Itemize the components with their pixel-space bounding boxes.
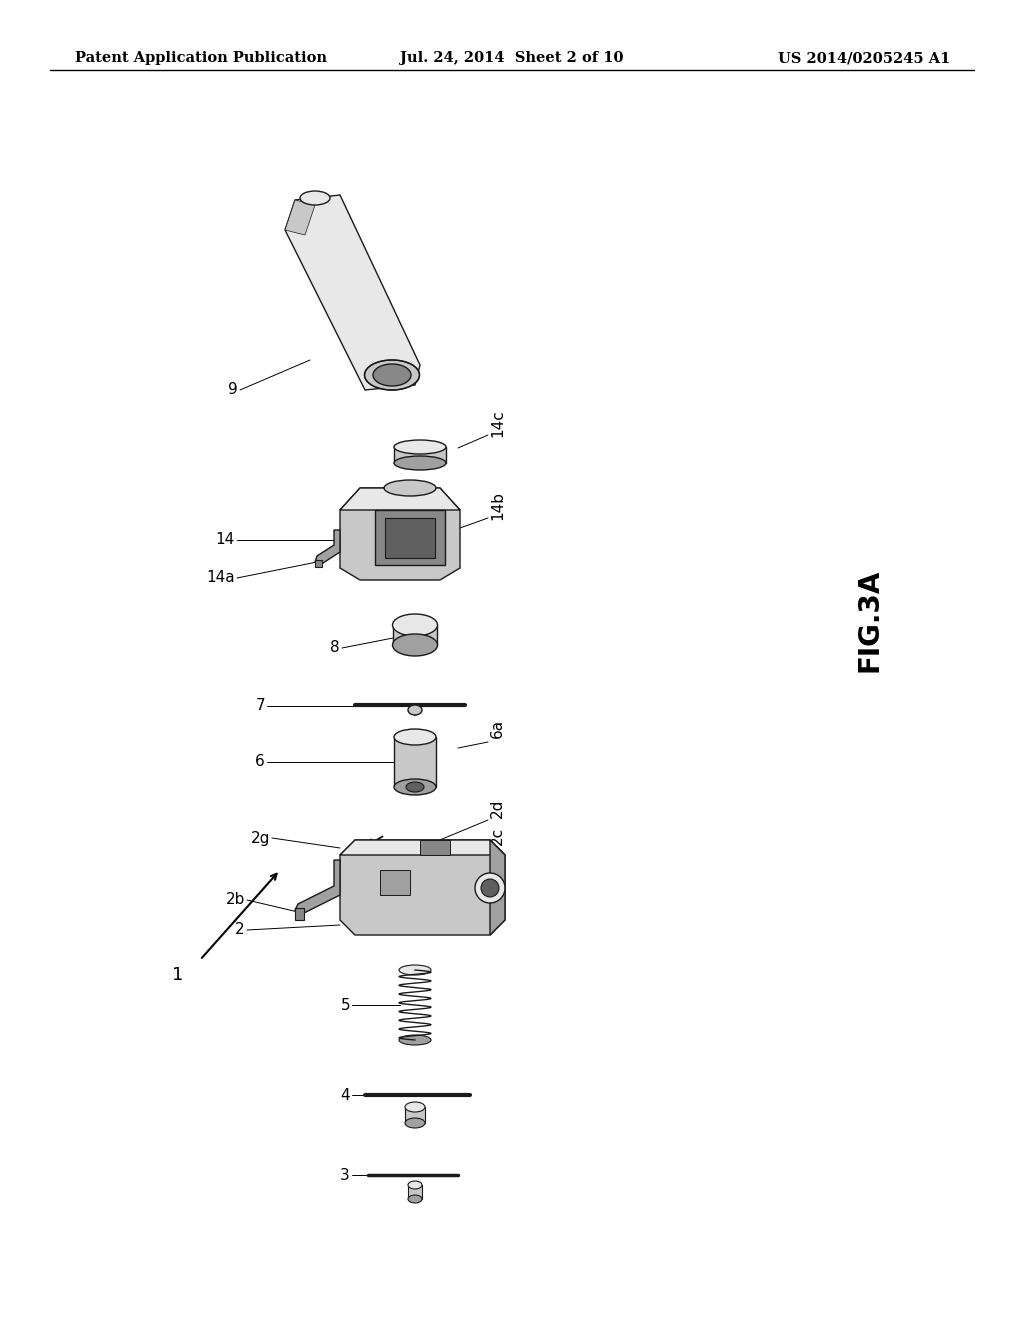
Ellipse shape [392,634,437,656]
Ellipse shape [392,614,437,636]
Text: 1: 1 [172,966,183,983]
Text: Jul. 24, 2014  Sheet 2 of 10: Jul. 24, 2014 Sheet 2 of 10 [400,51,624,65]
Ellipse shape [399,1035,431,1045]
Text: 5: 5 [340,998,350,1012]
Ellipse shape [394,779,436,795]
Ellipse shape [408,1195,422,1203]
Polygon shape [340,840,505,935]
Polygon shape [393,624,437,645]
Polygon shape [420,840,450,855]
Polygon shape [285,201,315,235]
Polygon shape [340,488,460,579]
Text: 9: 9 [228,383,238,397]
Text: 14: 14 [216,532,234,548]
Polygon shape [285,195,420,389]
Polygon shape [315,560,322,568]
Text: 2d: 2d [490,799,505,817]
Ellipse shape [384,480,436,496]
Text: Patent Application Publication: Patent Application Publication [75,51,327,65]
Text: 6: 6 [255,755,265,770]
Polygon shape [295,908,304,920]
Text: 2c: 2c [490,826,505,845]
Ellipse shape [394,455,446,470]
Polygon shape [394,447,446,463]
Polygon shape [375,510,445,565]
Ellipse shape [406,1102,425,1111]
Ellipse shape [481,879,499,898]
Polygon shape [406,1107,425,1123]
Polygon shape [385,517,435,558]
Ellipse shape [399,965,431,975]
Ellipse shape [406,781,424,792]
Polygon shape [340,840,505,855]
Text: US 2014/0205245 A1: US 2014/0205245 A1 [777,51,950,65]
Polygon shape [295,861,340,915]
Polygon shape [340,488,460,510]
Ellipse shape [373,364,411,385]
Text: 2b: 2b [225,892,245,908]
Text: 4: 4 [340,1088,350,1102]
Ellipse shape [408,1181,422,1189]
Ellipse shape [365,360,420,389]
Text: 14b: 14b [490,491,505,520]
Ellipse shape [406,1118,425,1129]
Polygon shape [490,840,505,935]
Text: 14c: 14c [490,409,505,437]
Text: 14a: 14a [207,570,234,586]
Polygon shape [408,1185,422,1199]
Ellipse shape [394,729,436,744]
Ellipse shape [475,873,505,903]
Text: 7: 7 [255,698,265,714]
Ellipse shape [300,191,330,205]
Text: 3: 3 [340,1167,350,1183]
Polygon shape [315,531,340,565]
Text: 2: 2 [236,923,245,937]
Ellipse shape [408,705,422,715]
Polygon shape [380,870,410,895]
Text: FIG.3A: FIG.3A [856,569,884,672]
Text: 6a: 6a [490,718,505,738]
Ellipse shape [394,440,446,454]
Text: 2g: 2g [251,830,270,846]
Polygon shape [394,737,436,787]
Text: 8: 8 [331,640,340,656]
